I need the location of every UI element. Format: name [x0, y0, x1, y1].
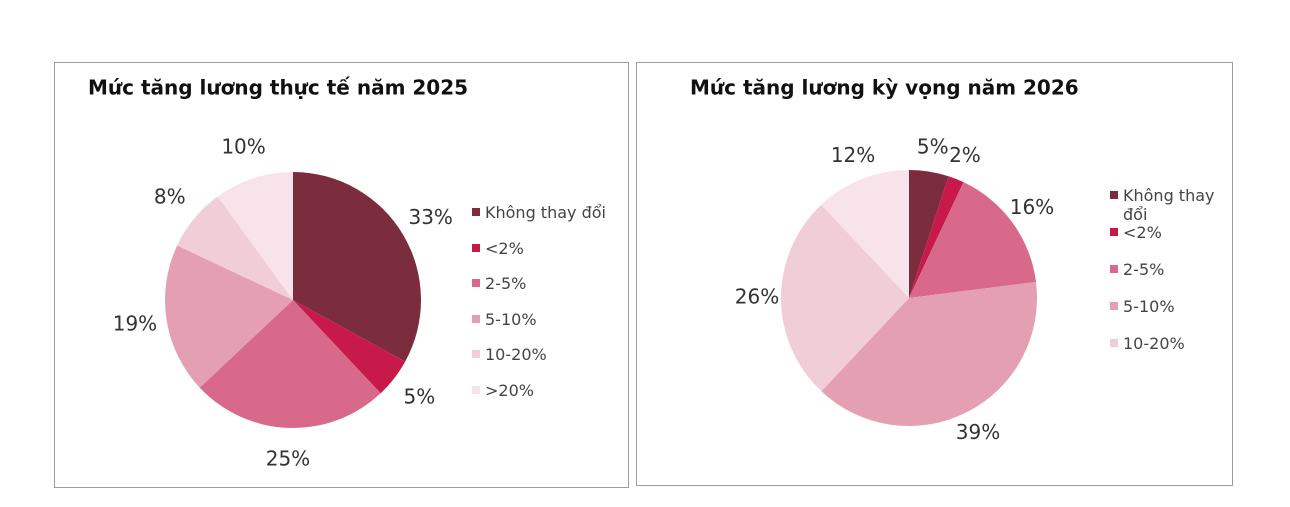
legend-swatch	[472, 385, 480, 394]
legend-label: 2-5%	[485, 274, 527, 293]
data-label: 16%	[1010, 195, 1054, 219]
data-label: 12%	[831, 143, 875, 167]
legend-label: 5-10%	[1123, 297, 1175, 316]
legend-label: <2%	[1123, 223, 1162, 242]
chart-title: Mức tăng lương thực tế năm 2025	[88, 76, 468, 100]
legend-label: >20%	[485, 380, 534, 400]
pie-slice	[821, 281, 1038, 426]
data-label: 33%	[408, 205, 452, 229]
legend-label: <2%	[485, 238, 524, 258]
data-label: 10%	[221, 134, 265, 158]
legend-swatch	[472, 314, 480, 323]
chart-frame	[636, 62, 1233, 486]
pie-slice	[781, 204, 909, 392]
data-label: 5%	[917, 134, 949, 158]
legend-swatch	[472, 208, 480, 216]
pie-slice	[909, 182, 1036, 298]
pie-slice	[199, 300, 381, 429]
data-label: 5%	[404, 385, 436, 409]
legend-label: Không thay đổi	[1123, 186, 1215, 224]
legend-label: 5-10%	[485, 309, 537, 329]
data-label: 19%	[113, 312, 157, 336]
chart-frame	[54, 62, 629, 488]
legend-label: 10-20%	[1123, 334, 1185, 353]
legend-label: 10-20%	[485, 345, 547, 364]
legend-swatch	[1110, 302, 1118, 310]
data-label: 25%	[266, 446, 310, 470]
data-label: 8%	[154, 185, 186, 209]
legend-swatch	[1110, 265, 1118, 273]
data-label: 2%	[949, 143, 981, 167]
pie-slice	[909, 176, 964, 298]
legend-swatch	[472, 279, 480, 287]
pie-slice	[177, 196, 293, 300]
legend-swatch	[1110, 228, 1118, 236]
legend-label: Không thay đổi	[485, 203, 606, 222]
legend-swatch	[472, 350, 480, 358]
legend-swatch	[1110, 191, 1118, 199]
legend-swatch	[472, 243, 480, 252]
pie-slice	[909, 170, 949, 298]
legend-label: 2-5%	[1123, 260, 1165, 279]
pie-slice	[164, 245, 293, 388]
pie-slice	[293, 172, 421, 362]
pie-slice	[821, 170, 909, 298]
pie-slice	[217, 172, 293, 300]
pie-slice	[293, 300, 406, 394]
data-label: 39%	[956, 420, 1000, 444]
data-label: 26%	[735, 285, 779, 309]
legend-swatch	[1110, 339, 1118, 347]
chart-title: Mức tăng lương kỳ vọng năm 2026	[690, 76, 1079, 100]
